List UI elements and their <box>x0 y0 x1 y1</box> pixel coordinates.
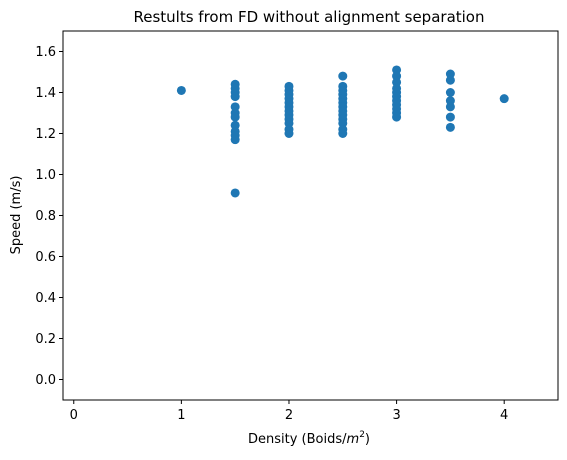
y-tick-label: 1.2 <box>35 127 56 142</box>
data-point-7 <box>230 112 240 122</box>
y-tick-label: 1.6 <box>35 45 56 60</box>
x-tick-label: 4 <box>500 408 508 423</box>
y-tick-label: 0.6 <box>35 250 56 265</box>
data-point-51 <box>445 88 455 97</box>
data-point-49 <box>445 69 455 79</box>
data-point-55 <box>445 122 455 132</box>
x-axis-label: Density (Boids/m2) <box>248 430 370 447</box>
data-point-35 <box>338 118 348 128</box>
data-point-54 <box>445 112 455 122</box>
y-tick-label: 0.0 <box>35 373 56 388</box>
y-tick-label: 0.8 <box>35 209 56 224</box>
data-point-37 <box>338 129 348 138</box>
plot-frame <box>62 30 559 401</box>
data-point-48 <box>392 112 402 122</box>
x-axis-ticks: 0 1 2 3 4 <box>70 400 508 423</box>
y-tick-label: 1.4 <box>35 86 56 101</box>
data-point-39 <box>392 71 402 81</box>
y-tick-label: 0.2 <box>35 332 56 347</box>
data-point-22 <box>284 118 294 128</box>
data-point-11 <box>230 135 240 145</box>
data-point-50 <box>445 75 455 85</box>
data-point-53 <box>445 102 455 112</box>
y-tick-label: 0.4 <box>35 291 56 306</box>
data-point-56 <box>499 94 509 104</box>
data-point-40 <box>392 77 402 87</box>
data-point-0 <box>176 85 186 95</box>
chart-title: Restults from FD without alignment separ… <box>134 8 485 26</box>
data-point-5 <box>230 102 240 112</box>
data-point-52 <box>445 96 455 106</box>
data-point-12 <box>230 188 240 198</box>
y-axis-label: Speed (m/s) <box>9 176 24 255</box>
data-point-4 <box>230 92 240 102</box>
data-point-25 <box>338 71 348 81</box>
x-tick-label: 3 <box>392 408 400 423</box>
data-points <box>176 65 509 198</box>
data-point-8 <box>230 120 240 130</box>
x-tick-label: 0 <box>70 408 78 423</box>
data-point-24 <box>284 129 294 138</box>
y-axis-ticks: 0.0 0.2 0.4 0.6 0.8 1.0 1.2 1.4 1.6 <box>35 45 63 388</box>
x-tick-label: 1 <box>177 408 185 423</box>
y-tick-label: 1.0 <box>35 168 56 183</box>
data-point-38 <box>392 65 402 75</box>
x-tick-label: 2 <box>285 408 293 423</box>
